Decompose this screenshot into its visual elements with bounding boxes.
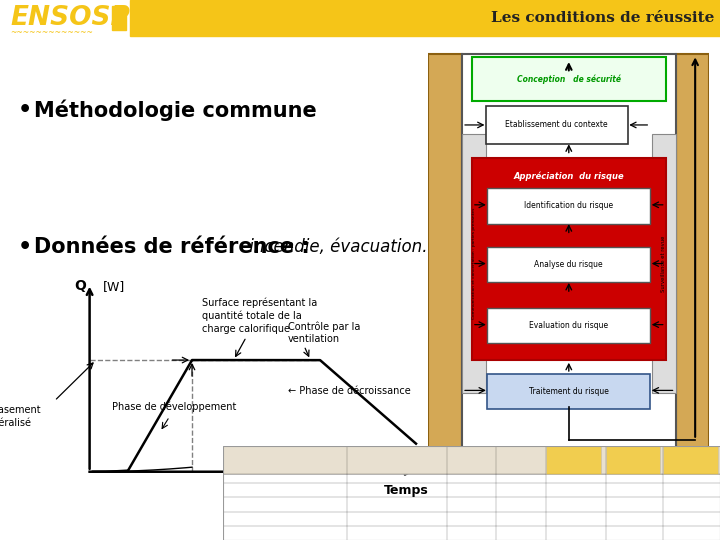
Text: Surveillance et revue: Surveillance et revue	[661, 235, 666, 292]
Text: ventilation: ventilation	[288, 334, 340, 345]
Bar	[546, 446, 600, 474]
Text: Appréciation  du risque: Appréciation du risque	[513, 172, 624, 181]
FancyBboxPatch shape	[472, 158, 666, 360]
Text: ~~~~~~~~~~~~~: ~~~~~~~~~~~~~	[10, 29, 93, 37]
Text: [W]: [W]	[102, 280, 125, 293]
Bar	[223, 446, 720, 474]
Text: Evaluation du risque: Evaluation du risque	[529, 321, 608, 330]
Text: Conception   de sécurité: Conception de sécurité	[517, 74, 621, 84]
Text: Analyse du risque: Analyse du risque	[534, 260, 603, 269]
Text: Données de référence :: Données de référence :	[34, 237, 310, 257]
FancyBboxPatch shape	[487, 247, 650, 282]
FancyBboxPatch shape	[487, 374, 650, 409]
Text: #F5C518: #F5C518	[8, 17, 14, 18]
Text: •: •	[18, 100, 32, 120]
Text: Temps: Temps	[384, 484, 429, 497]
Bar	[130, 0, 720, 36]
Text: Contrôle par la: Contrôle par la	[288, 322, 361, 332]
Text: quantité totale de la: quantité totale de la	[202, 310, 302, 321]
Text: •: •	[18, 237, 32, 257]
Text: ENSOSP: ENSOSP	[10, 5, 130, 31]
Text: incendie, évacuation…: incendie, évacuation…	[244, 238, 438, 256]
Text: Identification du risque: Identification du risque	[524, 201, 613, 210]
Text: Surface représentant la: Surface représentant la	[202, 298, 317, 308]
Bar	[112, 6, 126, 30]
Text: Phase de développement: Phase de développement	[112, 401, 236, 412]
Text: Etablissement du contexte: Etablissement du contexte	[505, 120, 608, 130]
Text: Communication et concertation : parties prenantes: Communication et concertation : parties …	[472, 208, 476, 319]
Text: Les conditions de réussite: Les conditions de réussite	[490, 11, 714, 25]
Text: ← Phase de décroissance: ← Phase de décroissance	[288, 386, 410, 396]
Text: charge calorifique: charge calorifique	[202, 325, 289, 334]
FancyBboxPatch shape	[487, 308, 650, 343]
Bar	[663, 446, 718, 474]
Bar	[675, 55, 709, 454]
Text: Méthodologie commune: Méthodologie commune	[34, 99, 317, 121]
Text: Traitement du risque: Traitement du risque	[529, 387, 608, 396]
Bar	[606, 446, 660, 474]
Bar	[428, 55, 462, 454]
FancyBboxPatch shape	[487, 188, 650, 224]
FancyBboxPatch shape	[472, 57, 666, 102]
Text: Embrasement
généralisé: Embrasement généralisé	[0, 406, 41, 428]
Bar	[462, 55, 675, 454]
Text: Q: Q	[74, 279, 86, 293]
Bar	[652, 134, 675, 393]
FancyBboxPatch shape	[486, 106, 628, 144]
Bar	[462, 134, 486, 393]
